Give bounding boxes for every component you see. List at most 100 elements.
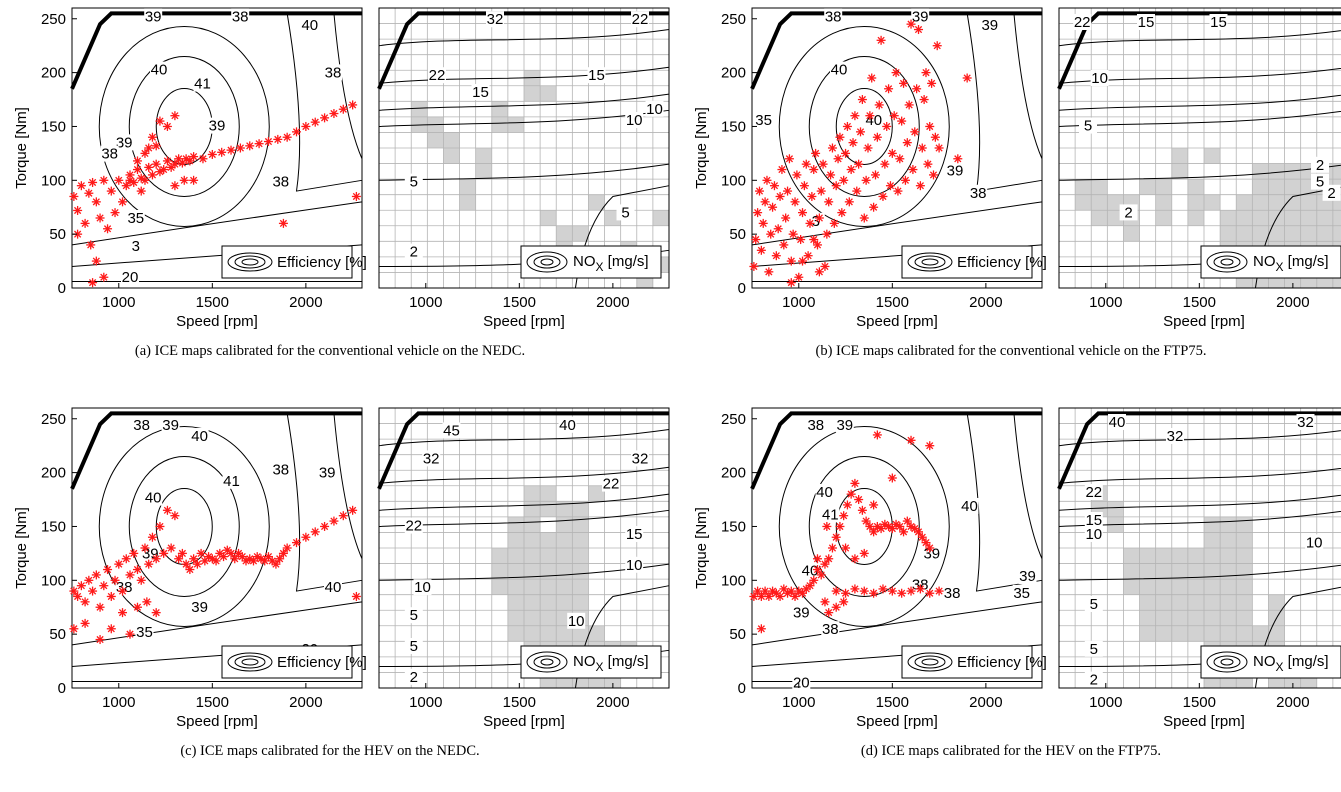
operating-point xyxy=(842,500,852,510)
grey-cell xyxy=(1107,210,1124,226)
operating-point xyxy=(934,586,944,596)
concentric-ellipses-icon xyxy=(907,252,953,272)
grey-cell xyxy=(507,625,524,642)
contour-label-bg xyxy=(969,184,988,201)
contour-label: 38 xyxy=(325,64,342,81)
point-stroke xyxy=(141,544,149,552)
point-stroke xyxy=(870,528,878,536)
grey-cell xyxy=(1155,594,1172,611)
point-stroke xyxy=(227,146,235,154)
grey-cell xyxy=(1252,210,1269,226)
point-stroke xyxy=(862,176,870,184)
grey-cell xyxy=(459,194,476,211)
point-stroke xyxy=(137,576,145,584)
contour-label-bg xyxy=(806,416,825,433)
operating-point xyxy=(189,175,199,185)
point-stroke xyxy=(907,587,915,595)
operating-point xyxy=(790,591,800,601)
grey-cell xyxy=(1075,194,1092,211)
nox-panel: 45 40 32 32 22 22 15 10 10 10 5 5 2 NOX [mg/s] 1000 150… xyxy=(377,407,670,730)
operating-point xyxy=(121,554,131,564)
grey-cell xyxy=(507,548,524,564)
operating-point xyxy=(921,538,931,548)
grey-cell xyxy=(1171,610,1188,626)
contour-label: 39 xyxy=(145,8,162,25)
point-stroke xyxy=(935,587,943,595)
operating-point xyxy=(170,111,180,121)
point-stroke xyxy=(899,79,908,87)
contour-label: 38 xyxy=(272,174,289,191)
point-stroke xyxy=(862,517,870,525)
contour-label: 10 xyxy=(1306,534,1323,551)
point-stroke xyxy=(163,157,172,165)
max-torque-curve xyxy=(1057,411,1341,490)
point-stroke xyxy=(768,203,777,211)
point-stroke xyxy=(272,560,280,568)
operating-point xyxy=(872,132,882,142)
contour-label: 38 xyxy=(807,417,824,434)
point-stroke xyxy=(81,619,89,627)
plot-frame xyxy=(751,407,1043,689)
concentric-ellipses-icon xyxy=(1206,251,1248,273)
y-tick-label: 100 xyxy=(41,172,66,189)
grey-cell xyxy=(1091,210,1108,226)
nox-contour-line xyxy=(378,66,670,84)
ellipse-ring xyxy=(533,655,561,669)
contour-label-bg xyxy=(824,8,843,25)
point-stroke xyxy=(85,189,93,197)
y-tick-label: 100 xyxy=(41,572,66,589)
x-tick-label: 1000 xyxy=(102,694,135,711)
contour-island xyxy=(98,25,270,227)
x-tick-label: 1000 xyxy=(102,294,135,311)
contour-label: 22 xyxy=(1085,484,1102,501)
point-stroke xyxy=(926,442,934,450)
grey-cell xyxy=(540,210,557,226)
point-stroke xyxy=(787,279,795,287)
contour-label-bg xyxy=(404,173,423,190)
operating-point xyxy=(831,181,841,191)
contour-label-bg xyxy=(815,484,834,500)
ellipse-ring xyxy=(241,658,259,666)
grey-cell xyxy=(1171,548,1188,564)
legend-box xyxy=(221,645,353,679)
operating-point xyxy=(91,570,101,580)
concentric-ellipses-icon xyxy=(907,652,953,672)
grey-cell xyxy=(1204,194,1221,211)
y-tick-label: 100 xyxy=(721,172,746,189)
point-stroke xyxy=(907,522,915,531)
operating-point xyxy=(95,635,105,645)
operating-point xyxy=(902,138,912,148)
operating-point xyxy=(329,109,339,119)
contour-island xyxy=(808,455,920,597)
operating-point xyxy=(753,208,763,218)
point-stroke xyxy=(750,592,758,601)
operating-point xyxy=(786,256,796,266)
operating-point xyxy=(177,548,187,558)
point-stroke xyxy=(311,528,319,536)
contour-label-bg xyxy=(631,450,649,467)
operating-point xyxy=(786,278,796,288)
contour-label: 10 xyxy=(1091,70,1108,87)
point-stroke xyxy=(133,603,142,611)
point-stroke xyxy=(929,171,938,179)
point-stroke xyxy=(74,230,82,238)
contour-label: 22 xyxy=(1074,14,1091,31)
operating-point xyxy=(95,213,105,223)
x-tick-label: 1000 xyxy=(409,694,442,711)
contour-label-bg xyxy=(1090,70,1109,86)
point-stroke xyxy=(789,230,797,238)
point-stroke xyxy=(770,182,779,190)
operating-point xyxy=(925,543,935,553)
operating-point xyxy=(771,251,781,261)
operating-point xyxy=(865,521,875,531)
operating-point xyxy=(144,162,154,172)
grey-cell xyxy=(507,563,524,580)
x-tick-label: 1500 xyxy=(1183,294,1216,311)
contour-label: 39 xyxy=(191,599,208,616)
operating-point xyxy=(887,473,897,483)
contour-label: 38 xyxy=(944,585,961,602)
point-stroke xyxy=(152,609,160,617)
ellipse-ring xyxy=(921,258,939,266)
point-stroke xyxy=(92,198,100,206)
